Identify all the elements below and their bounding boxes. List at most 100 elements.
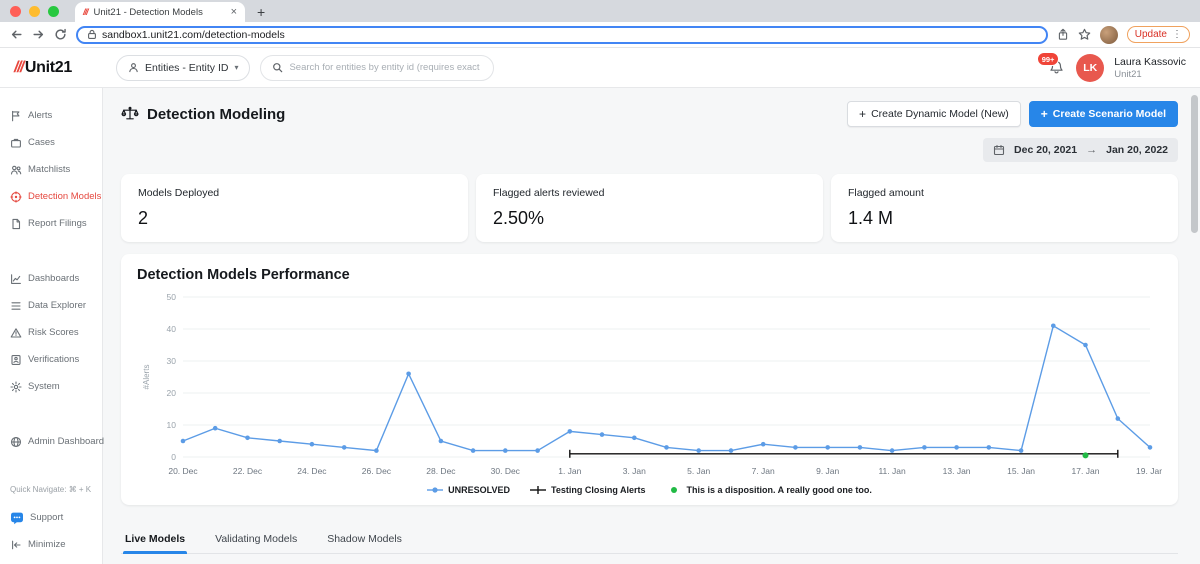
stat-label: Flagged alerts reviewed — [493, 187, 605, 199]
sidebar-item-matchlists[interactable]: Matchlists — [0, 156, 102, 183]
flag-icon — [10, 110, 22, 122]
quick-navigate-hint: Quick Navigate: ⌘ + K — [10, 485, 92, 494]
svg-text:28. Dec: 28. Dec — [426, 466, 456, 476]
unit21-favicon: /// — [83, 7, 88, 17]
tab-close-icon[interactable]: × — [230, 6, 237, 18]
date-end[interactable]: Jan 20, 2022 — [1106, 144, 1168, 156]
sidebar-item-data-explorer[interactable]: Data Explorer — [0, 292, 102, 319]
stat-label: Models Deployed — [138, 187, 220, 199]
svg-text:17. Jan: 17. Jan — [1072, 466, 1100, 476]
lock-icon — [87, 29, 97, 40]
date-range-picker[interactable]: Dec 20, 2021 → Jan 20, 2022 — [983, 138, 1178, 162]
people-icon — [10, 164, 22, 176]
warning-triangle-icon — [10, 327, 22, 339]
list-icon — [10, 300, 22, 312]
sidebar-item-dashboards[interactable]: Dashboards — [0, 265, 102, 292]
entity-search[interactable] — [260, 54, 495, 81]
sidebar-item-support[interactable]: Support — [0, 504, 102, 531]
stat-card-models-deployed: Models Deployed 2 — [121, 174, 468, 242]
bookmark-star-icon[interactable] — [1078, 28, 1091, 41]
target-icon — [10, 190, 22, 203]
chrome-update-button[interactable]: Update ⋮ — [1126, 26, 1190, 43]
performance-chart[interactable]: 0 10 20 30 40 50 #Alerts 20. Dec 22. Dec 24. Dec 2… — [137, 287, 1162, 483]
model-tabs: Live Models Validating Models Shadow Mod… — [121, 527, 1178, 554]
forward-button[interactable] — [32, 28, 45, 41]
window-zoom-button[interactable] — [48, 5, 59, 17]
svg-text:#Alerts: #Alerts — [142, 365, 151, 390]
unit21-logo: /// Unit21 — [14, 58, 72, 76]
chevron-down-icon: ▾ — [234, 63, 239, 72]
sidebar-item-system[interactable]: System — [0, 373, 102, 400]
svg-text:10: 10 — [167, 420, 177, 430]
app-body: Alerts Cases Matchlists Detection Models… — [0, 88, 1200, 564]
globe-icon — [10, 436, 22, 448]
legend-item-disposition[interactable]: This is a disposition. A really good one… — [666, 485, 872, 495]
sidebar-item-verifications[interactable]: Verifications — [0, 346, 102, 373]
user-avatar[interactable]: LK — [1076, 53, 1105, 82]
page-title: Detection Modeling — [147, 105, 286, 123]
create-scenario-model-button[interactable]: + Create Scenario Model — [1028, 101, 1178, 127]
url-text: sandbox1.unit21.com/detection-models — [102, 28, 285, 41]
search-input[interactable] — [289, 62, 483, 73]
update-label: Update — [1134, 29, 1167, 40]
legend-item-testing-closing-alerts[interactable]: Testing Closing Alerts — [529, 485, 646, 495]
address-bar[interactable]: sandbox1.unit21.com/detection-models — [76, 25, 1048, 44]
stat-value: 2 — [138, 208, 149, 228]
sidebar-item-risk-scores[interactable]: Risk Scores — [0, 319, 102, 346]
svg-text:20: 20 — [167, 388, 177, 398]
chat-bubble-icon — [10, 511, 24, 525]
document-icon — [10, 218, 22, 230]
svg-text:1. Jan: 1. Jan — [558, 466, 581, 476]
window-controls — [10, 0, 59, 22]
window-close-button[interactable] — [10, 5, 21, 17]
chart-icon — [10, 273, 22, 285]
window-minimize-button[interactable] — [29, 5, 40, 17]
date-row: Dec 20, 2021 → Jan 20, 2022 — [121, 138, 1178, 162]
sidebar-group-tertiary: Admin Dashboard — [0, 428, 104, 455]
header-right: 99+ LK Laura Kassovic Unit21 — [1037, 52, 1186, 82]
tab-strip: /// Unit21 - Detection Models × + — [0, 0, 1200, 22]
svg-text:9. Jan: 9. Jan — [816, 466, 839, 476]
legend-marker-disposition — [666, 485, 682, 495]
svg-text:19. Jan: 19. Jan — [1136, 466, 1162, 476]
sidebar-item-alerts[interactable]: Alerts — [0, 102, 102, 129]
plus-icon: + — [1040, 107, 1048, 121]
sidebar-item-detection-models[interactable]: Detection Models — [0, 183, 102, 210]
date-start[interactable]: Dec 20, 2021 — [1014, 144, 1078, 156]
stats-row: Models Deployed 2 Flagged alerts reviewe… — [121, 174, 1178, 242]
stat-card-flagged-alerts-reviewed: Flagged alerts reviewed 2.50% — [476, 174, 823, 242]
notifications-button[interactable]: 99+ — [1037, 52, 1064, 75]
legend-marker-unresolved — [427, 485, 444, 495]
refresh-button[interactable] — [54, 28, 67, 41]
create-dynamic-model-button[interactable]: + Create Dynamic Model (New) — [847, 101, 1021, 127]
svg-text:20. Dec: 20. Dec — [168, 466, 198, 476]
entity-type-dropdown[interactable]: Entities - Entity ID ▾ — [116, 54, 251, 81]
calendar-icon — [993, 144, 1005, 156]
share-icon[interactable] — [1057, 28, 1069, 41]
tab-live-models[interactable]: Live Models — [123, 527, 188, 554]
user-info[interactable]: Laura Kassovic Unit21 — [1114, 55, 1186, 80]
svg-text:15. Jan: 15. Jan — [1007, 466, 1035, 476]
sidebar-item-admin-dashboard[interactable]: Admin Dashboard — [0, 428, 104, 455]
svg-text:30: 30 — [167, 356, 177, 366]
tab-validating-models[interactable]: Validating Models — [215, 533, 298, 545]
back-button[interactable] — [10, 28, 23, 41]
page-scrollbar[interactable] — [1191, 95, 1198, 233]
sidebar-item-cases[interactable]: Cases — [0, 129, 102, 156]
new-tab-button[interactable]: + — [257, 4, 266, 20]
notification-badge: 99+ — [1037, 52, 1059, 66]
legend-item-unresolved[interactable]: UNRESOLVED — [427, 485, 510, 495]
logo-slashes-icon: /// — [14, 58, 24, 76]
id-badge-icon — [10, 354, 22, 366]
sidebar-item-report-filings[interactable]: Report Filings — [0, 210, 102, 237]
browser-tab[interactable]: /// Unit21 - Detection Models × — [75, 2, 245, 22]
tab-title: Unit21 - Detection Models — [93, 6, 203, 18]
browser-menu-icon[interactable]: ⋮ — [1172, 29, 1182, 40]
svg-text:26. Dec: 26. Dec — [362, 466, 392, 476]
browser-profile-avatar[interactable] — [1099, 25, 1118, 44]
svg-text:3. Jan: 3. Jan — [623, 466, 646, 476]
tab-shadow-models[interactable]: Shadow Models — [327, 533, 402, 545]
collapse-left-icon — [10, 539, 22, 551]
sidebar-item-minimize[interactable]: Minimize — [0, 531, 102, 558]
svg-text:11. Jan: 11. Jan — [878, 466, 906, 476]
